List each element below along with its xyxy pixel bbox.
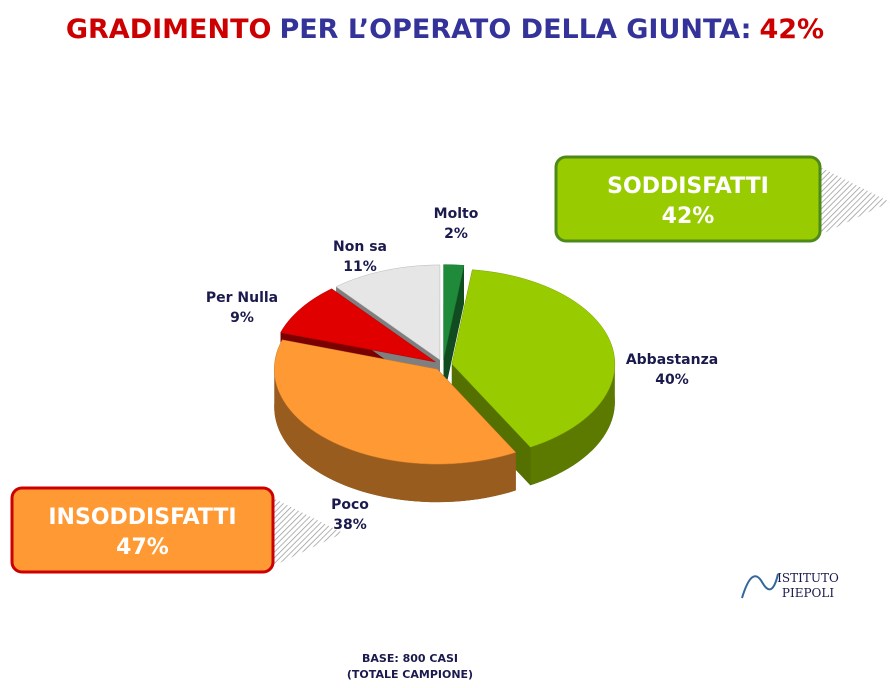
title: GRADIMENTO PER L’OPERATO DELLA GIUNTA: 42% xyxy=(66,14,824,45)
slice-side xyxy=(530,363,615,486)
slice-label: Molto xyxy=(434,206,479,222)
slice-label: Abbastanza xyxy=(626,352,718,368)
callout-label: SODDISFATTI xyxy=(607,174,769,199)
note: (TOTALE CAMPIONE) xyxy=(347,668,473,681)
callout-shadow xyxy=(273,498,343,566)
slice-side xyxy=(274,369,516,503)
callout-value: 47% xyxy=(116,535,169,560)
note: BASE: 800 CASI xyxy=(362,652,458,665)
slice-value-label: 38% xyxy=(333,517,367,533)
title-part: PER L’OPERATO DELLA GIUNTA: xyxy=(279,14,751,45)
callouts: SODDISFATTI 42% INSODDISFATTI 47% xyxy=(10,155,890,574)
callout-shadow xyxy=(820,167,890,235)
slice-label: Per Nulla xyxy=(206,290,278,306)
slice-value-label: 40% xyxy=(655,372,689,388)
pie-labels: Molto 2% Abbastanza 40% Poco 38% Per Nulla 9% No… xyxy=(206,206,718,533)
pie-chart xyxy=(274,264,616,503)
slice xyxy=(335,264,441,361)
slice xyxy=(274,339,517,465)
slice xyxy=(451,269,616,448)
slice-label: Non sa xyxy=(333,239,387,255)
slice-value-label: 11% xyxy=(343,259,377,275)
slice-label: Poco xyxy=(331,497,369,513)
slice-value-label: 2% xyxy=(444,226,468,242)
logo-mark xyxy=(741,573,779,599)
callout-box xyxy=(10,486,275,574)
logo: ISTITUTO PIEPOLI xyxy=(741,571,839,600)
title-part: GRADIMENTO xyxy=(66,14,272,45)
slice xyxy=(443,264,465,360)
slice-value-label: 9% xyxy=(230,310,254,326)
slice-wall xyxy=(443,265,464,398)
logo-text: ISTITUTO xyxy=(777,571,839,585)
callout-box xyxy=(554,155,822,243)
title-part: 42% xyxy=(759,14,824,45)
slice xyxy=(280,288,436,363)
callout-value: 42% xyxy=(662,204,715,229)
callout-label: INSODDISFATTI xyxy=(48,505,236,530)
logo-text: PIEPOLI xyxy=(782,586,834,600)
